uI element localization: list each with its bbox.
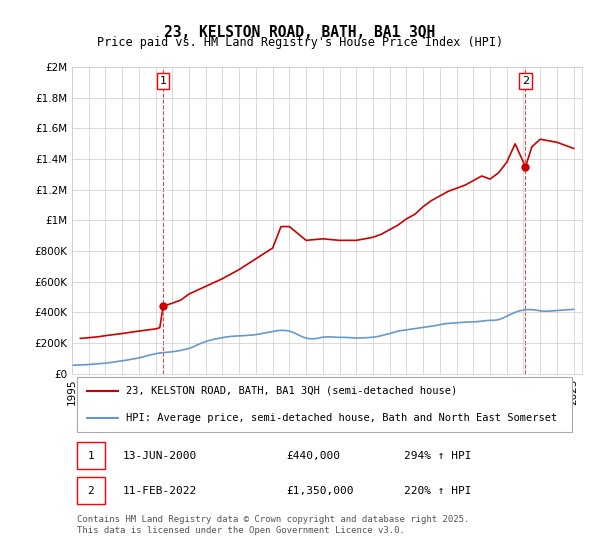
Text: 11-FEB-2022: 11-FEB-2022 [123,486,197,496]
FancyBboxPatch shape [77,377,572,432]
Text: 220% ↑ HPI: 220% ↑ HPI [404,486,471,496]
FancyBboxPatch shape [77,442,105,469]
Text: 23, KELSTON ROAD, BATH, BA1 3QH (semi-detached house): 23, KELSTON ROAD, BATH, BA1 3QH (semi-de… [125,386,457,396]
Text: 1: 1 [160,76,167,86]
Text: £1,350,000: £1,350,000 [286,486,354,496]
Text: Contains HM Land Registry data © Crown copyright and database right 2025.
This d: Contains HM Land Registry data © Crown c… [77,515,469,535]
Text: 1: 1 [88,451,94,461]
FancyBboxPatch shape [77,477,105,504]
Text: Price paid vs. HM Land Registry's House Price Index (HPI): Price paid vs. HM Land Registry's House … [97,36,503,49]
Text: £440,000: £440,000 [286,451,340,461]
Text: 294% ↑ HPI: 294% ↑ HPI [404,451,471,461]
Text: 2: 2 [88,486,94,496]
Text: HPI: Average price, semi-detached house, Bath and North East Somerset: HPI: Average price, semi-detached house,… [125,413,557,423]
Text: 13-JUN-2000: 13-JUN-2000 [123,451,197,461]
Text: 23, KELSTON ROAD, BATH, BA1 3QH: 23, KELSTON ROAD, BATH, BA1 3QH [164,25,436,40]
Text: 2: 2 [522,76,529,86]
